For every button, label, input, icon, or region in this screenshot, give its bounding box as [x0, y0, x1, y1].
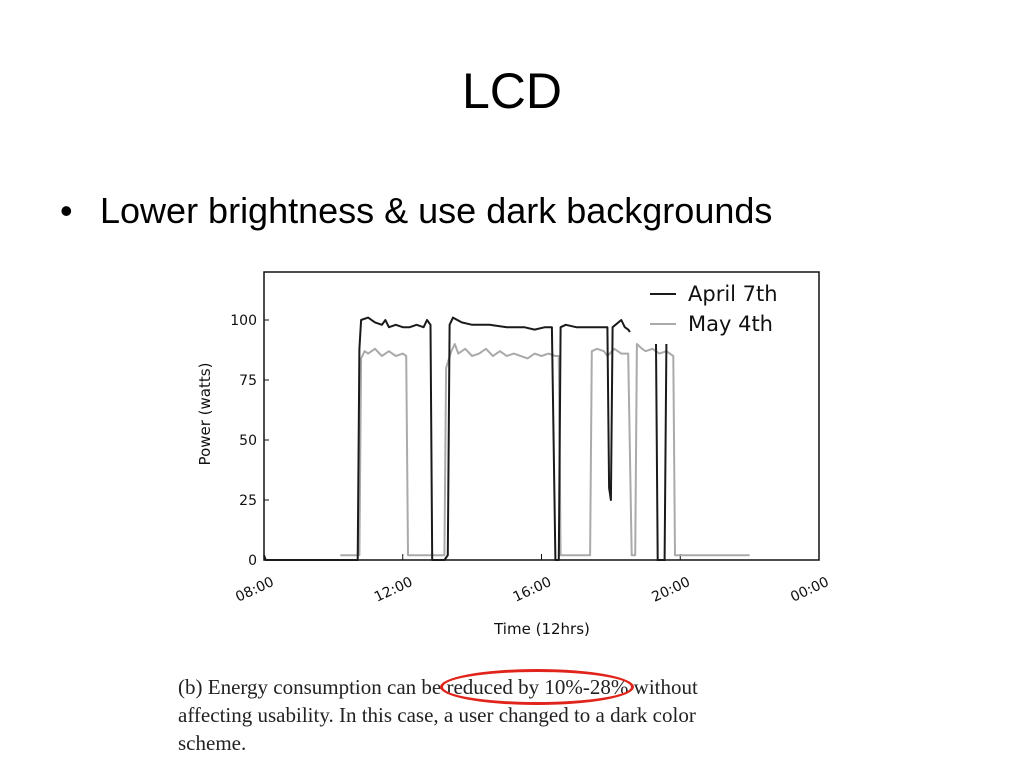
- series-line-april-7th: [263, 316, 631, 561]
- x-tick-label: 12:00: [372, 574, 415, 606]
- caption-text: without: [628, 675, 698, 699]
- legend-label: May 4th: [688, 312, 773, 336]
- legend-label: April 7th: [688, 282, 778, 306]
- series-segment-april-7th: [655, 343, 668, 561]
- highlight-ellipse-icon: [440, 669, 635, 705]
- x-tick-label: 20:00: [649, 574, 692, 606]
- y-tick-label: 0: [248, 553, 257, 569]
- y-axis-label: Power (watts): [196, 363, 214, 466]
- y-axis: 0 25 50 75 100: [230, 313, 269, 569]
- bullet-item: • Lower brightness & use dark backgrounds: [60, 190, 772, 232]
- caption-text: (b) Energy consumption can be: [178, 675, 447, 699]
- x-axis-label: Time (12hrs): [493, 620, 590, 638]
- series-line-may-4th: [340, 343, 750, 557]
- bullet-dot-icon: •: [60, 190, 73, 231]
- slide-title: LCD: [461, 63, 563, 119]
- x-tick-label: 16:00: [511, 574, 554, 606]
- caption-highlight: reduced by 10%-28%: [440, 669, 635, 705]
- caption-line-1: (b) Energy consumption can be reduced by…: [178, 669, 858, 705]
- series-layer: [263, 316, 750, 561]
- y-tick-label: 100: [230, 313, 257, 329]
- y-tick-label: 75: [239, 373, 257, 389]
- caption-line-3: scheme.: [178, 731, 247, 755]
- x-tick-label: 00:00: [788, 574, 831, 606]
- figure-caption: (b) Energy consumption can be reduced by…: [178, 669, 858, 757]
- legend: April 7th May 4th: [650, 282, 778, 336]
- x-axis: 08:00 12:00 16:00 20:00 00:00: [233, 554, 832, 606]
- bullet-text: Lower brightness & use dark backgrounds: [100, 190, 773, 231]
- caption-line-2: affecting usability. In this case, a use…: [178, 703, 696, 727]
- y-tick-label: 50: [239, 433, 257, 449]
- x-tick-label: 08:00: [233, 574, 276, 606]
- y-tick-label: 25: [239, 493, 257, 509]
